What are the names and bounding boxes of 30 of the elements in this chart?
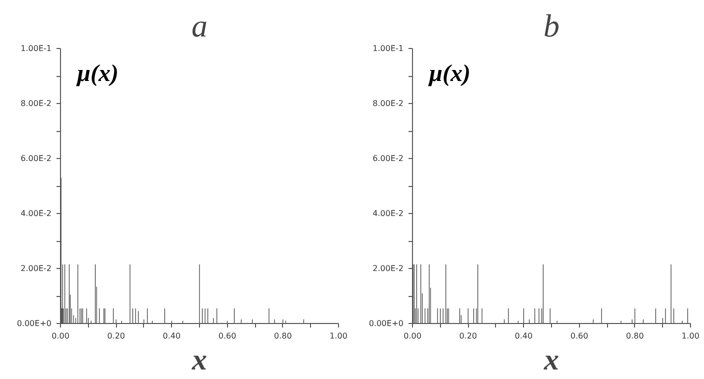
y-tick-label: 6.00E-2 bbox=[20, 154, 52, 163]
y-tick-label: 1.00E-1 bbox=[372, 44, 404, 53]
x-axis-title: x bbox=[543, 344, 559, 376]
x-tick-label: 1.00 bbox=[330, 332, 348, 340]
x-tick-label: 0.40 bbox=[162, 332, 181, 340]
y-tick-label: 6.00E-2 bbox=[372, 154, 404, 163]
y-tick-label: 1.00E-1 bbox=[20, 44, 52, 53]
x-tick-label: 0.20 bbox=[459, 332, 478, 340]
y-tick-label: 2.00E-2 bbox=[20, 264, 52, 273]
y-tick-label: 8.00E-2 bbox=[20, 99, 52, 108]
x-tick-label: 0.60 bbox=[570, 332, 588, 340]
x-tick-label: 0.00 bbox=[52, 332, 70, 340]
chart-title: a bbox=[192, 8, 208, 44]
x-tick-label: 0.00 bbox=[404, 332, 422, 340]
y-tick-label: 4.00E-2 bbox=[372, 209, 404, 218]
x-tick-label: 0.40 bbox=[514, 332, 533, 340]
x-tick-label: 0.20 bbox=[107, 332, 126, 340]
x-axis-title: x bbox=[191, 344, 207, 376]
y-axis-title: μ(x) bbox=[427, 61, 471, 87]
x-tick-label: 0.80 bbox=[274, 332, 292, 340]
y-tick-label: 2.00E-2 bbox=[372, 264, 404, 273]
x-tick-label: 0.60 bbox=[218, 332, 236, 340]
y-tick-label: 0.00E+0 bbox=[16, 319, 52, 328]
x-tick-label: 0.80 bbox=[626, 332, 644, 340]
x-tick-label: 1.00 bbox=[682, 332, 700, 340]
y-tick-label: 0.00E+0 bbox=[368, 319, 404, 328]
y-tick-label: 8.00E-2 bbox=[372, 99, 404, 108]
y-axis-title: μ(x) bbox=[75, 61, 119, 87]
y-tick-label: 4.00E-2 bbox=[20, 209, 52, 218]
chart-title: b bbox=[544, 8, 560, 44]
